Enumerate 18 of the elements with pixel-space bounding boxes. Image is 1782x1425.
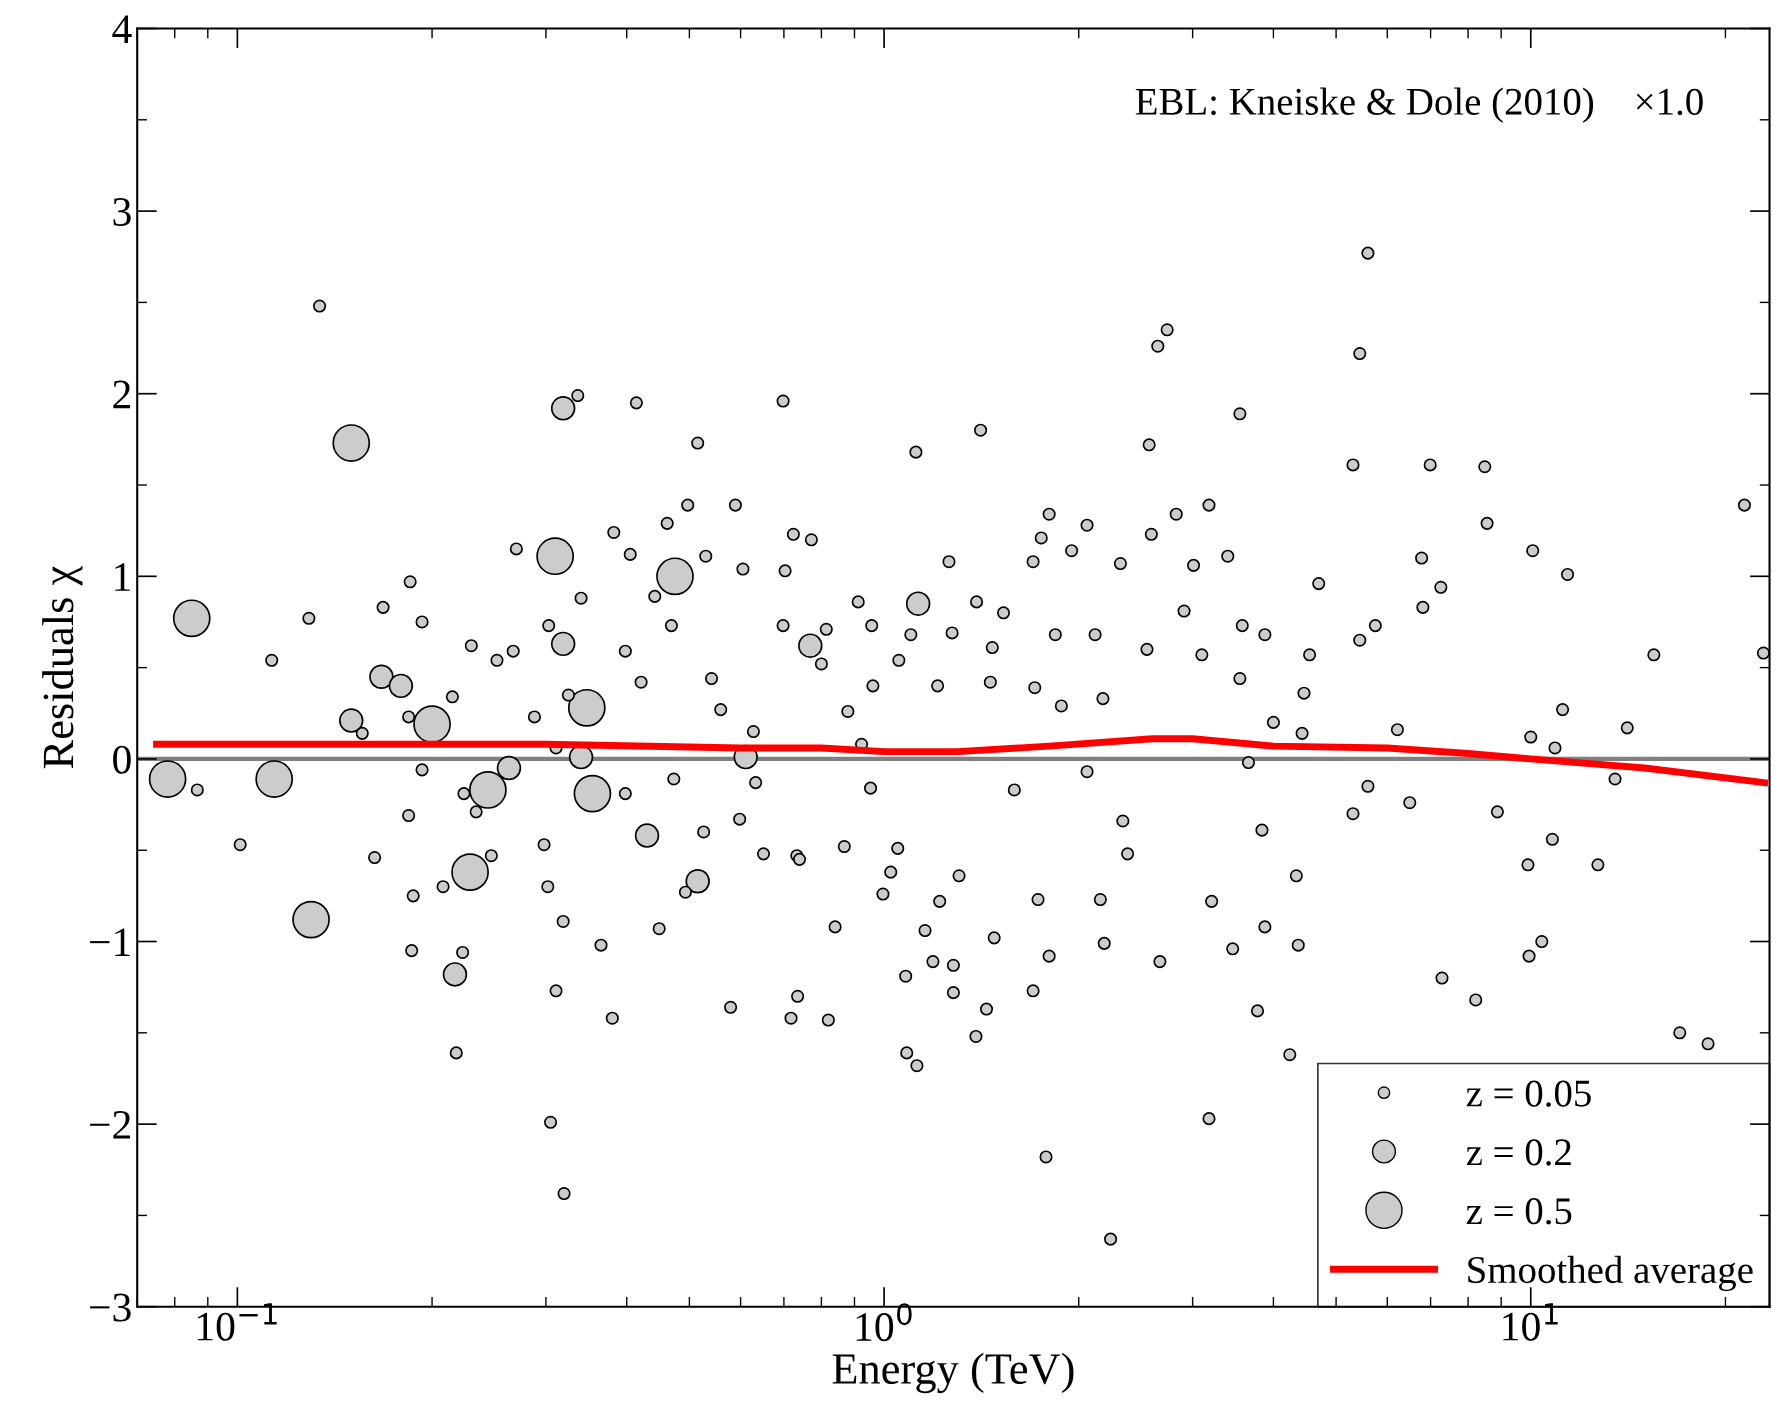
y-tick-label: 3	[113, 197, 131, 226]
legend-label: Smoothed average	[1468, 1255, 1753, 1292]
y-tick-label: −2	[90, 1110, 131, 1139]
legend-label: z = 0.5	[1466, 1198, 1572, 1225]
y-tick-label: 0	[113, 745, 131, 774]
x-axis-title: Energy (TeV)	[832, 1352, 1074, 1394]
y-axis-title: Residuals χ	[42, 565, 83, 769]
x-tick-label: 10$^{0}$	[856, 1303, 912, 1342]
y-tick-label: 1	[115, 563, 130, 591]
x-tick-label: 10$^{−1}$	[197, 1303, 277, 1341]
y-tick-label: 4	[112, 15, 132, 43]
y-tick-label: −3	[90, 1293, 131, 1322]
annotation: EBL: Kneiske & Dole (2010) ×1.0	[1135, 87, 1703, 123]
x-tick-label: 10$^{1}$	[1503, 1303, 1558, 1341]
y-tick-label: 2	[113, 380, 131, 409]
y-tick-label: −1	[90, 928, 130, 956]
legend-label: z = 0.05	[1466, 1080, 1591, 1107]
legend-label: z = 0.2	[1466, 1139, 1571, 1166]
